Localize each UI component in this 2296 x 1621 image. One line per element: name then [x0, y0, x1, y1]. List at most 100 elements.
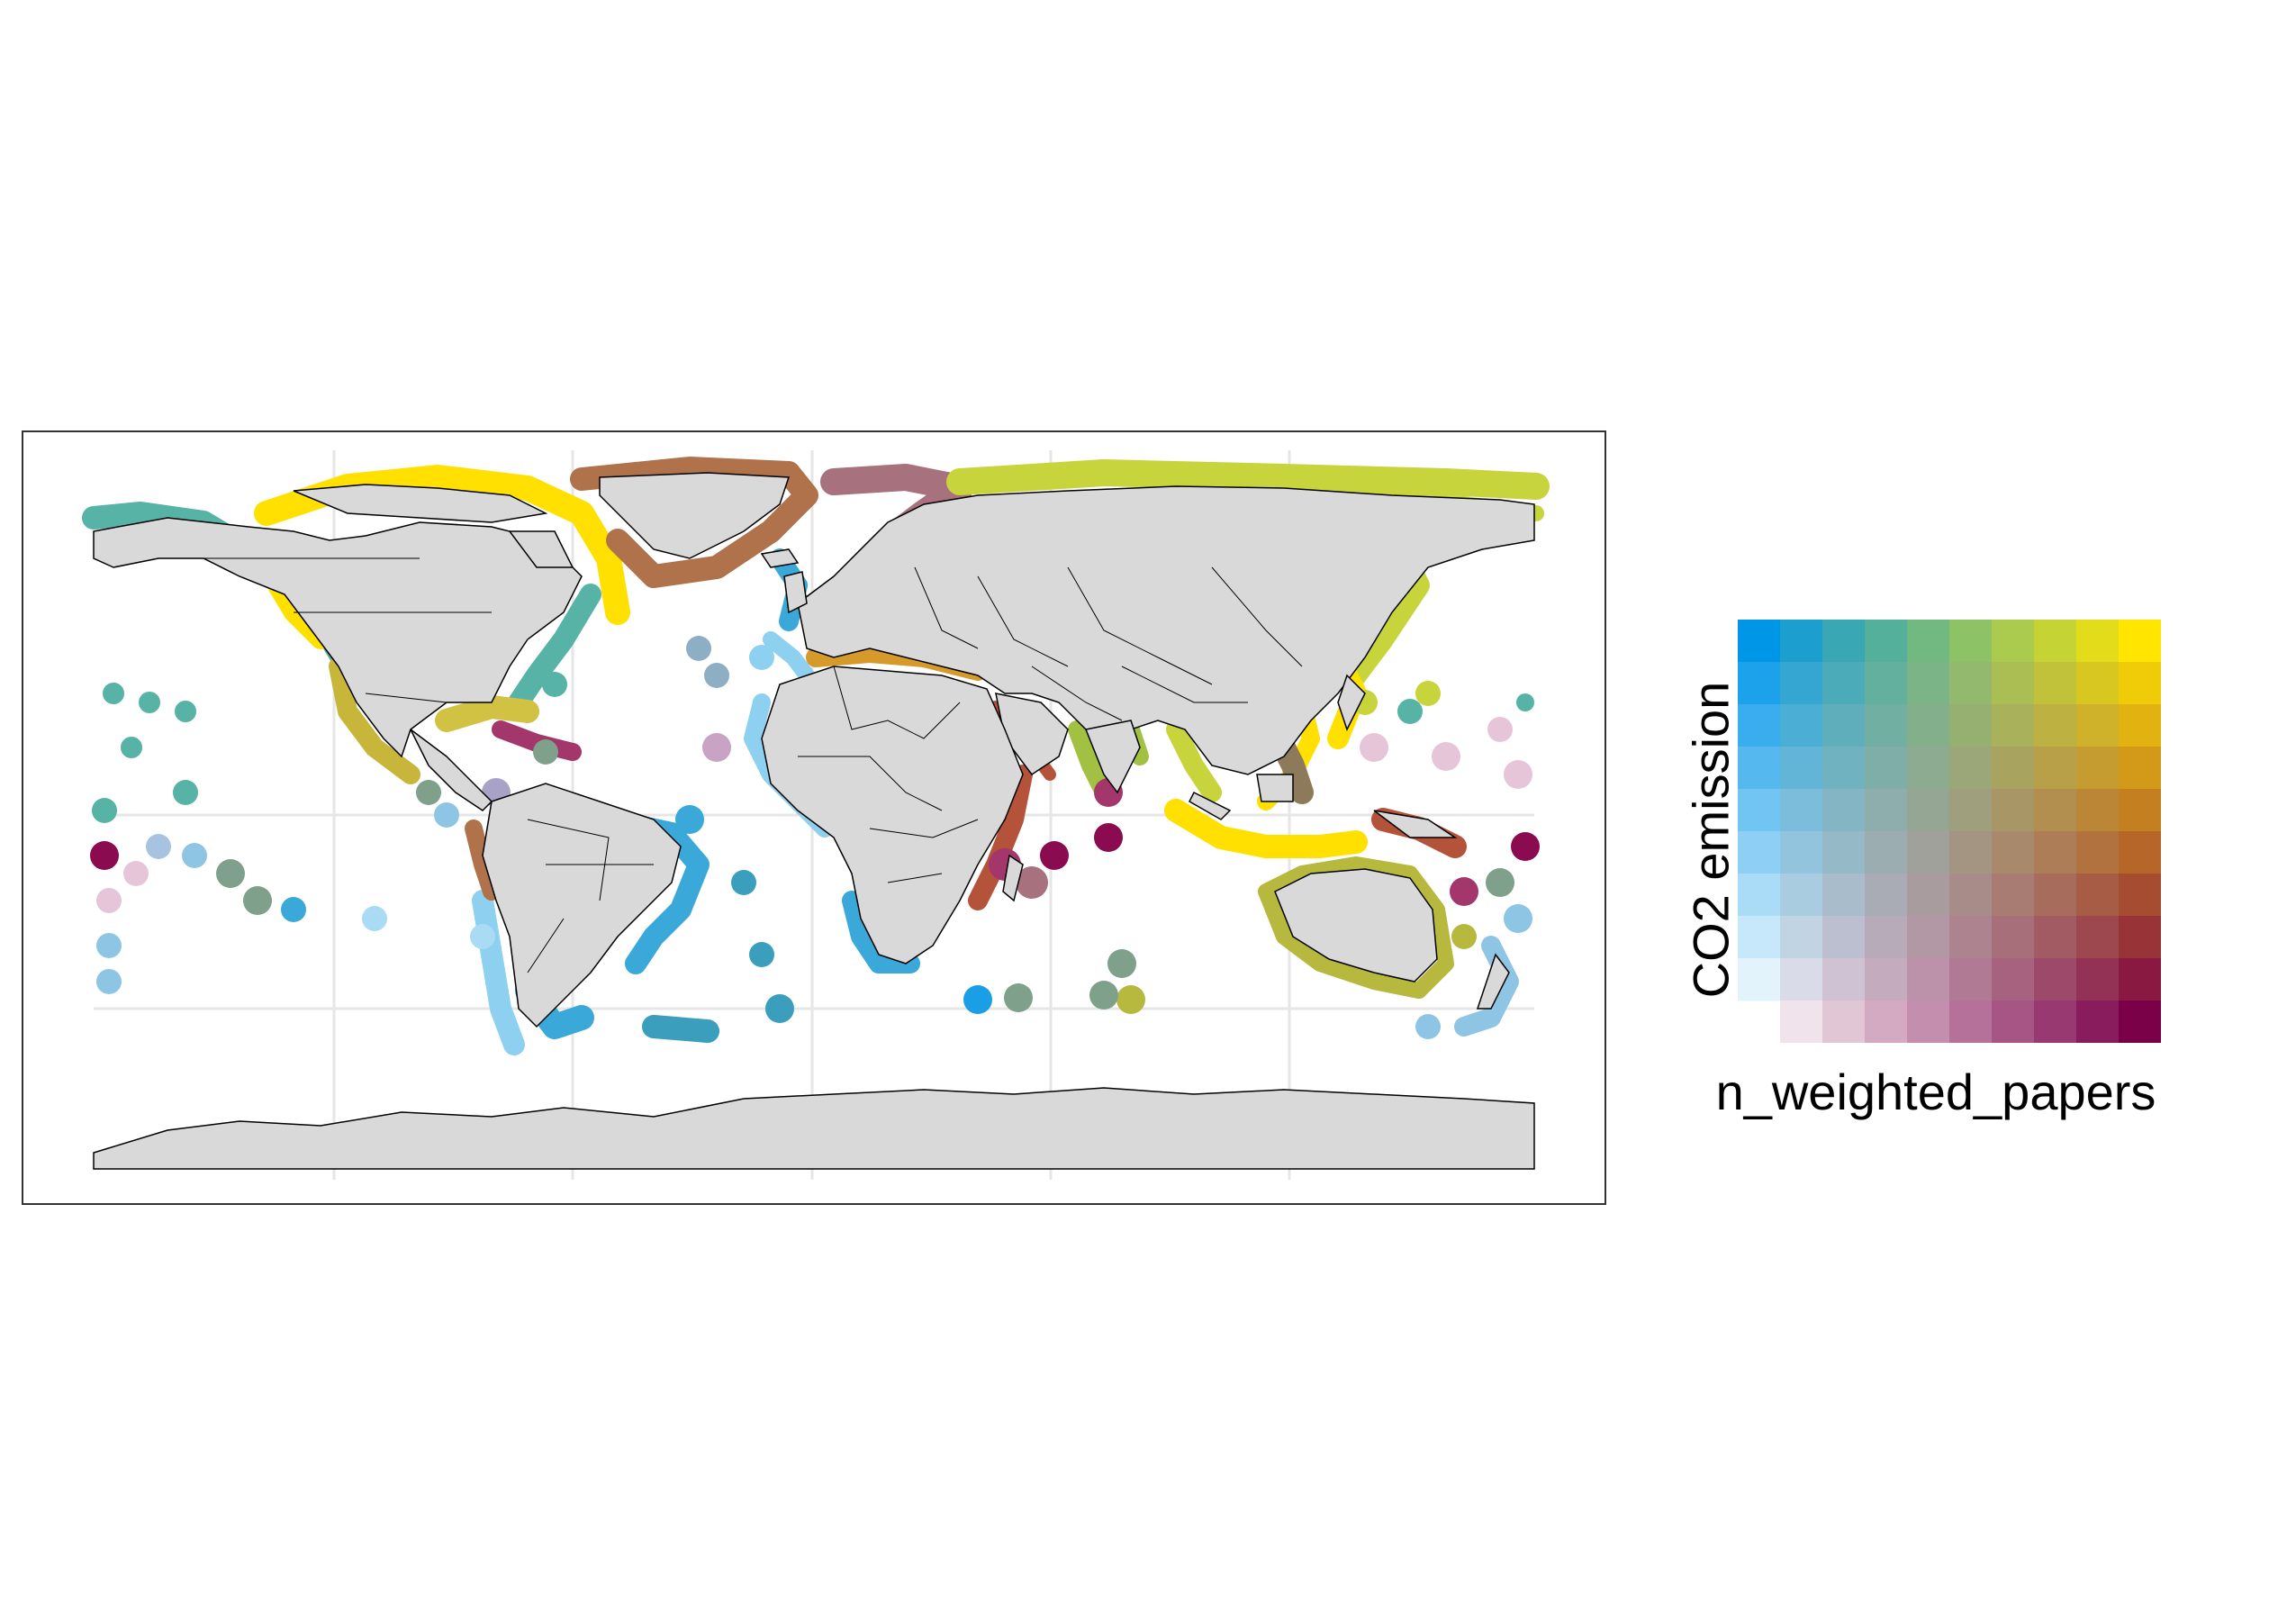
blob [175, 701, 196, 722]
legend-cell [1780, 789, 1823, 832]
blob [146, 834, 171, 859]
legend-cell [1949, 747, 1993, 790]
blob [1415, 681, 1441, 706]
blob [96, 933, 122, 958]
legend-cell [1822, 831, 1866, 874]
blob [1432, 742, 1460, 771]
great-britain [783, 571, 808, 614]
legend-cell [2076, 831, 2120, 874]
blob [434, 802, 459, 828]
legend-cell [1992, 620, 2035, 663]
blob [1511, 832, 1540, 861]
halo-caribbean [492, 720, 582, 761]
island-halos [90, 636, 1540, 1039]
legend-cell [2034, 662, 2077, 705]
blob [139, 692, 160, 713]
blob [765, 994, 794, 1023]
halo-australia [1258, 856, 1454, 999]
legend-cell [1780, 958, 1823, 1001]
blob [1450, 877, 1478, 906]
blob [533, 739, 558, 765]
legend-cell [1949, 620, 1993, 663]
legend-cell [1992, 958, 2035, 1001]
blob [216, 859, 245, 888]
legend-cell [1738, 874, 1781, 917]
legend-grid [1738, 620, 2161, 1043]
halo-biscay [763, 631, 815, 684]
blob [963, 985, 992, 1014]
new-zealand [1476, 953, 1510, 1010]
australia [1274, 868, 1438, 983]
legend-cell [1992, 916, 2035, 959]
legend-cell [1865, 958, 1908, 1001]
blob [121, 737, 142, 758]
legend-cell [1865, 662, 1908, 705]
blob [686, 636, 711, 661]
blob [470, 924, 495, 949]
greenland [599, 472, 791, 559]
legend-cell [1738, 831, 1781, 874]
legend-cell [1822, 1001, 1866, 1043]
legend-cell [1780, 916, 1823, 959]
legend-cell [2034, 1001, 2077, 1043]
legend-cell [1992, 874, 2035, 917]
blob [1451, 924, 1477, 949]
blob [123, 861, 149, 886]
legend-cell [1865, 620, 1908, 663]
legend-cell [1738, 958, 1781, 1001]
legend-cell [2076, 704, 2120, 747]
legend-cell [1907, 620, 1950, 663]
blob [749, 645, 774, 670]
antarctica [93, 1087, 1535, 1170]
legend-cell [1992, 789, 2035, 832]
blob [1016, 866, 1048, 899]
blob [702, 733, 731, 762]
legend-cell [1992, 704, 2035, 747]
halo-gulf [435, 695, 539, 732]
madagascar [1002, 854, 1024, 902]
legend-cell [1780, 874, 1823, 917]
legend-cell [1822, 620, 1866, 663]
legend-cell [1822, 662, 1866, 705]
north-america [93, 517, 583, 758]
central-america [410, 729, 493, 811]
legend-cell [2119, 789, 2161, 832]
legend-cell [1865, 831, 1908, 874]
legend-cell [1865, 704, 1908, 747]
blob [1486, 868, 1514, 897]
legend-cell [1822, 704, 1866, 747]
legend-cell [1907, 958, 1950, 1001]
legend-cell [1992, 747, 2035, 790]
legend-cell [1907, 789, 1950, 832]
halo-sw-africa [842, 891, 920, 974]
legend-cell [1822, 916, 1866, 959]
legend-cell [2076, 958, 2120, 1001]
legend-cell [2119, 620, 2161, 663]
blob [1040, 841, 1069, 870]
blob [1116, 985, 1145, 1014]
legend-cell [1907, 831, 1950, 874]
legend-cell [2076, 747, 2120, 790]
blob [1487, 717, 1513, 742]
blob [92, 798, 117, 823]
blob [173, 780, 198, 805]
legend-cell [1738, 916, 1781, 959]
legend-cell [2034, 831, 2077, 874]
blob [96, 969, 122, 994]
legend-cell [1738, 789, 1781, 832]
arctic-islands [293, 484, 548, 523]
legend-cell [1822, 747, 1866, 790]
legend-cell [2119, 916, 2161, 959]
legend-cell [1865, 916, 1908, 959]
legend-cell [2119, 958, 2161, 1001]
legend-cell [1949, 704, 1993, 747]
legend-cell [1738, 747, 1781, 790]
legend-cell [2034, 789, 2077, 832]
blob [416, 780, 441, 805]
blob [1516, 693, 1534, 711]
legend-cell [1865, 747, 1908, 790]
blob [1107, 949, 1136, 978]
legend-cell [1865, 1001, 1908, 1043]
halo-east-africa [968, 765, 1033, 910]
blob [731, 870, 756, 895]
